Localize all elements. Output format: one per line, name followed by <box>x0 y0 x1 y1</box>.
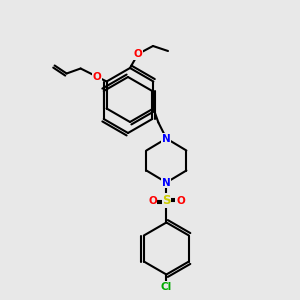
Text: N: N <box>162 178 171 188</box>
Text: N: N <box>162 134 171 143</box>
Text: Cl: Cl <box>161 281 172 292</box>
Text: O: O <box>134 49 142 59</box>
Text: S: S <box>162 194 171 207</box>
Text: O: O <box>92 71 101 82</box>
Text: O: O <box>148 196 157 206</box>
Text: N: N <box>162 134 171 143</box>
Text: O: O <box>176 196 185 206</box>
